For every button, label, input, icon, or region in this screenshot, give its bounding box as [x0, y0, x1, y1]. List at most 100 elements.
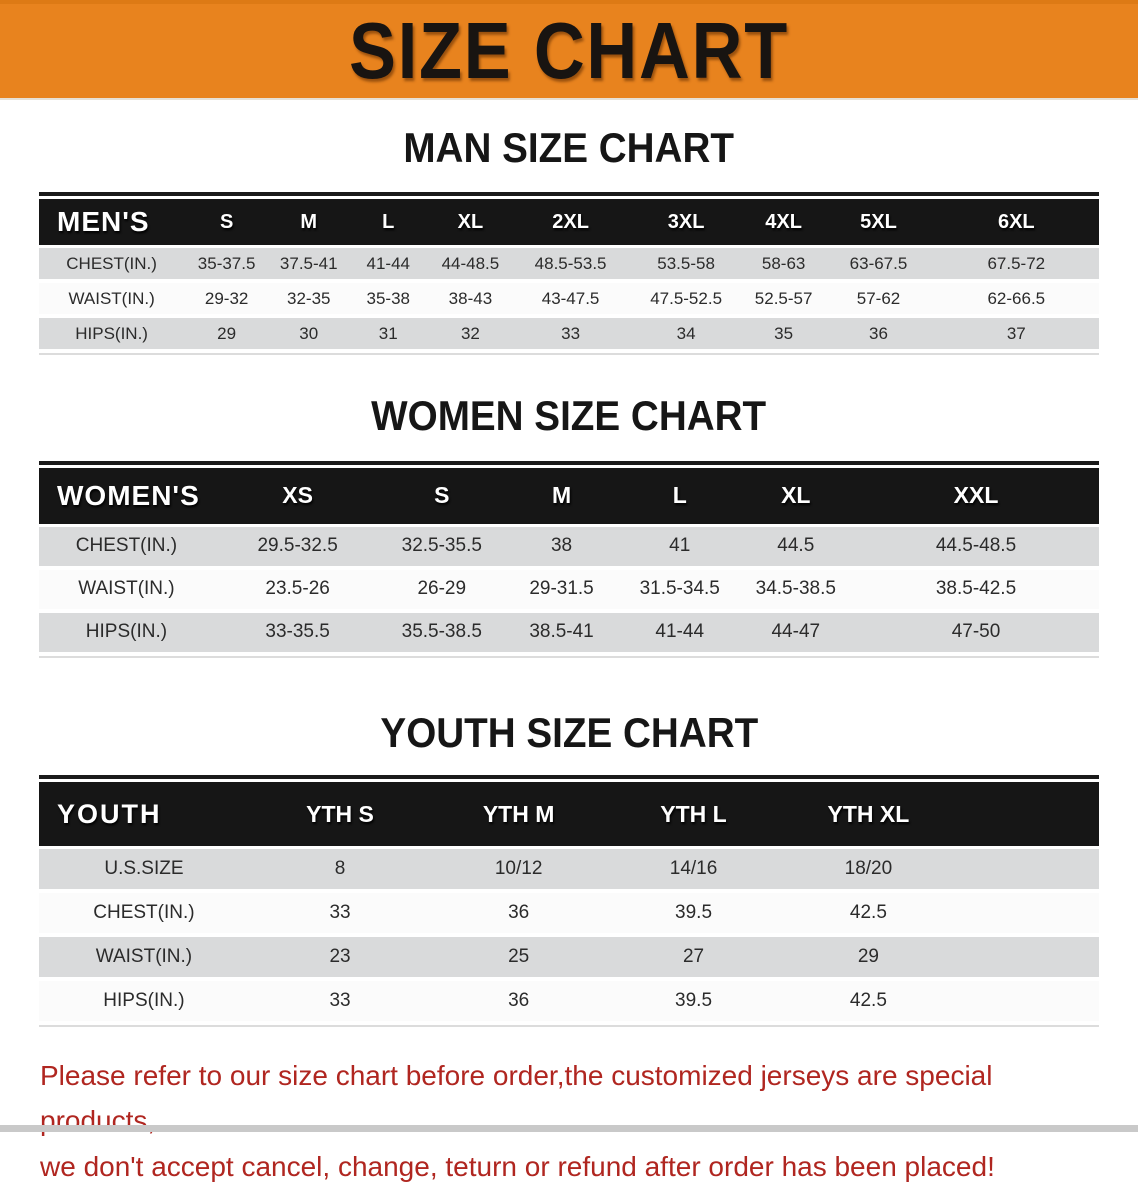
size-col-header: L — [348, 199, 429, 249]
value-cell: 35-37.5 — [184, 246, 270, 284]
youth-size-table-wrap: YOUTH YTH S YTH M YTH L YTH XL U.S.SIZE 8 10/12… — [39, 775, 1099, 1028]
value-cell: 53.5-58 — [628, 246, 744, 284]
size-col-header: 3XL — [628, 199, 744, 249]
table-row: HIPS(IN.) 29 30 31 32 33 34 35 36 37 — [39, 316, 1099, 354]
table-corner-label: WOMEN'S — [39, 467, 214, 527]
row-label: CHEST(IN.) — [39, 525, 214, 570]
value-cell: 38.5-42.5 — [853, 567, 1099, 613]
value-cell: 52.5-57 — [743, 281, 824, 319]
row-label: HIPS(IN.) — [39, 316, 185, 354]
value-cell: 32 — [428, 316, 513, 354]
value-cell: 27 — [606, 935, 781, 982]
row-label: HIPS(IN.) — [39, 610, 214, 656]
row-filler — [955, 935, 1099, 982]
value-cell: 32-35 — [269, 281, 349, 319]
value-cell: 47-50 — [853, 610, 1099, 656]
value-cell: 23 — [248, 935, 432, 982]
value-cell: 63-67.5 — [823, 246, 934, 284]
row-label: HIPS(IN.) — [39, 979, 249, 1026]
table-corner-label: YOUTH — [39, 782, 249, 850]
table-row: U.S.SIZE 8 10/12 14/16 18/20 — [39, 847, 1099, 894]
women-size-table-wrap: WOMEN'S XS S M L XL XXL CHEST(IN.) 29.5-32.5 32.5… — [39, 460, 1099, 658]
size-col-header: XL — [738, 467, 854, 527]
size-chart-banner: SIZE CHART — [0, 0, 1138, 98]
row-filler — [955, 979, 1099, 1026]
size-header-row: WOMEN'S XS S M L XL XXL — [39, 467, 1099, 527]
table-row: WAIST(IN.) 23 25 27 29 — [39, 935, 1099, 982]
value-cell: 41-44 — [620, 610, 739, 656]
value-cell: 42.5 — [780, 891, 956, 938]
value-cell: 35 — [743, 316, 824, 354]
women-size-table: WOMEN'S XS S M L XL XXL CHEST(IN.) 29.5-32.5 32.5… — [39, 467, 1099, 656]
table-row: CHEST(IN.) 33 36 39.5 42.5 — [39, 891, 1099, 938]
size-col-header: XXL — [853, 467, 1099, 527]
value-cell: 36 — [431, 979, 607, 1026]
value-cell: 29 — [780, 935, 956, 982]
value-cell: 31 — [348, 316, 429, 354]
value-cell: 42.5 — [780, 979, 956, 1026]
value-cell: 57-62 — [823, 281, 934, 319]
value-cell: 67.5-72 — [933, 246, 1099, 284]
size-col-header: YTH M — [431, 782, 607, 850]
table-corner-label: MEN'S — [39, 199, 185, 249]
men-size-table-wrap: MEN'S S M L XL 2XL 3XL 4XL 5XL 6XL CHEST(IN.) 35-37… — [39, 192, 1099, 356]
size-col-header: YTH S — [248, 782, 432, 850]
value-cell: 44.5 — [738, 525, 854, 570]
value-cell: 41-44 — [348, 246, 429, 284]
bottom-edge-strip — [0, 1125, 1138, 1132]
disclaimer-line-1: Please refer to our size chart before or… — [40, 1060, 993, 1137]
disclaimer-note: Please refer to our size chart before or… — [40, 1053, 1110, 1189]
table-row: WAIST(IN.) 29-32 32-35 35-38 38-43 43-47.5 47.… — [39, 281, 1099, 319]
value-cell: 36 — [823, 316, 934, 354]
youth-size-chart-heading: YOUTH SIZE CHART — [380, 708, 758, 756]
value-cell: 31.5-34.5 — [620, 567, 739, 613]
value-cell: 33 — [248, 891, 432, 938]
value-cell: 14/16 — [606, 847, 781, 894]
row-label: CHEST(IN.) — [39, 891, 249, 938]
value-cell: 23.5-26 — [213, 567, 382, 613]
banner-title: SIZE CHART — [349, 6, 789, 95]
row-label: WAIST(IN.) — [39, 281, 185, 319]
row-label: WAIST(IN.) — [39, 567, 214, 613]
value-cell: 48.5-53.5 — [512, 246, 629, 284]
value-cell: 58-63 — [743, 246, 824, 284]
size-col-header: M — [502, 467, 621, 527]
value-cell: 29-31.5 — [502, 567, 621, 613]
value-cell: 44-48.5 — [428, 246, 513, 284]
row-label: WAIST(IN.) — [39, 935, 249, 982]
value-cell: 37.5-41 — [269, 246, 349, 284]
value-cell: 44-47 — [738, 610, 854, 656]
value-cell: 18/20 — [780, 847, 956, 894]
size-col-header: 2XL — [512, 199, 629, 249]
value-cell: 36 — [431, 891, 607, 938]
value-cell: 10/12 — [431, 847, 607, 894]
value-cell: 29 — [184, 316, 270, 354]
size-col-header: XS — [213, 467, 382, 527]
value-cell: 44.5-48.5 — [853, 525, 1099, 570]
value-cell: 33 — [512, 316, 629, 354]
size-col-header: M — [269, 199, 349, 249]
value-cell: 38.5-41 — [502, 610, 621, 656]
value-cell: 43-47.5 — [512, 281, 629, 319]
value-cell: 38-43 — [428, 281, 513, 319]
youth-size-table: YOUTH YTH S YTH M YTH L YTH XL U.S.SIZE 8 10/12… — [39, 782, 1099, 1026]
value-cell: 62-66.5 — [933, 281, 1099, 319]
size-col-header: YTH L — [606, 782, 781, 850]
size-col-header: YTH XL — [780, 782, 956, 850]
value-cell: 34 — [628, 316, 744, 354]
value-cell: 35.5-38.5 — [381, 610, 503, 656]
table-row: HIPS(IN.) 33-35.5 35.5-38.5 38.5-41 41-44 44-… — [39, 610, 1099, 656]
value-cell: 37 — [933, 316, 1099, 354]
value-cell: 33 — [248, 979, 432, 1026]
table-row: CHEST(IN.) 29.5-32.5 32.5-35.5 38 41 44.5 44.5… — [39, 525, 1099, 570]
men-size-table: MEN'S S M L XL 2XL 3XL 4XL 5XL 6XL CHEST(IN.) 35-37… — [39, 199, 1099, 354]
value-cell: 29-32 — [184, 281, 270, 319]
size-col-header: XL — [428, 199, 513, 249]
size-col-header: 4XL — [743, 199, 824, 249]
row-label: U.S.SIZE — [39, 847, 249, 894]
man-size-chart-heading: MAN SIZE CHART — [403, 124, 735, 171]
row-filler — [955, 847, 1099, 894]
value-cell: 29.5-32.5 — [213, 525, 382, 570]
value-cell: 25 — [431, 935, 607, 982]
value-cell: 32.5-35.5 — [381, 525, 503, 570]
